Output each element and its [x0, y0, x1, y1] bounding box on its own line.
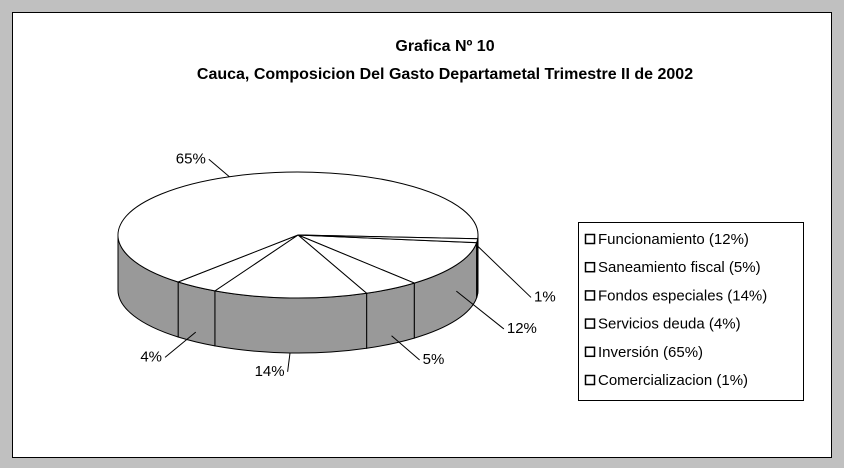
leader-line [208, 158, 230, 178]
slice-top [213, 234, 368, 299]
data-label: 5% [423, 351, 445, 368]
legend-label: Funcionamiento (12%) [598, 231, 749, 248]
leader-line [476, 245, 532, 298]
legend-swatch [584, 261, 596, 273]
leader-line [164, 331, 197, 358]
slice-side [476, 238, 479, 298]
legend-label: Comercializacion (1%) [598, 372, 748, 389]
chart-subtitle: Cauca, Composicion Del Gasto Departameta… [197, 66, 693, 83]
data-label: 1% [534, 288, 556, 305]
legend-swatch [584, 346, 596, 358]
legend [578, 222, 804, 401]
legend-label: Servicios deuda (4%) [598, 316, 741, 333]
leader-line [287, 352, 291, 372]
data-label: 4% [140, 348, 162, 365]
legend-label: Inversión (65%) [598, 344, 703, 361]
chart-title: Grafica Nº 10 [395, 38, 494, 55]
data-label: 65% [176, 150, 206, 167]
slice-side [366, 282, 415, 349]
data-label: 14% [255, 363, 285, 380]
legend-swatch [584, 233, 596, 245]
slice-top [297, 234, 479, 244]
leader-line [456, 290, 505, 330]
legend-label: Saneamiento fiscal (5%) [598, 259, 761, 276]
legend-label: Fondos especiales (14%) [598, 287, 767, 304]
legend-swatch [584, 290, 596, 301]
legend-swatch [584, 318, 596, 329]
leader-line [391, 335, 420, 361]
data-label: 12% [507, 320, 537, 337]
slice-top [297, 234, 478, 284]
slice-side [177, 281, 216, 347]
slice-side [214, 290, 368, 354]
legend-swatch [584, 374, 596, 386]
